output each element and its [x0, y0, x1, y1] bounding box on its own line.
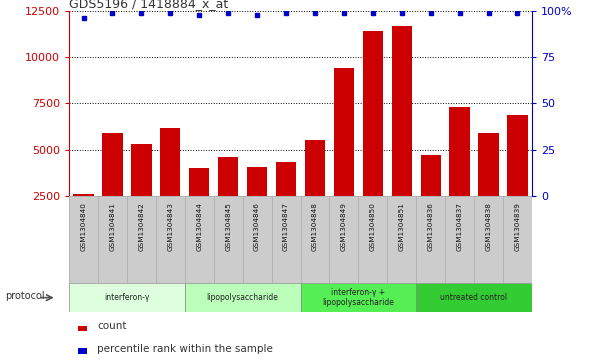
Bar [362, 31, 383, 242]
Text: GSM1304841: GSM1304841 [109, 202, 115, 251]
Text: percentile rank within the sample: percentile rank within the sample [97, 344, 273, 354]
Bar [450, 107, 470, 242]
Text: GSM1304849: GSM1304849 [341, 202, 347, 251]
Bar [189, 168, 209, 242]
Bar [102, 133, 123, 242]
Bar [160, 127, 180, 242]
Text: GSM1304838: GSM1304838 [486, 202, 492, 251]
Bar [334, 68, 354, 242]
Bar [276, 162, 296, 242]
Text: untreated control: untreated control [441, 293, 508, 302]
Bar [78, 326, 88, 331]
Text: count: count [97, 321, 126, 331]
Bar [300, 283, 416, 312]
Text: lipopolysaccharide: lipopolysaccharide [207, 293, 279, 302]
Text: GSM1304850: GSM1304850 [370, 202, 376, 251]
Bar [478, 133, 499, 242]
Text: interferon-γ +
lipopolysaccharide: interferon-γ + lipopolysaccharide [322, 288, 394, 307]
Text: GSM1304842: GSM1304842 [138, 202, 144, 251]
Bar [421, 155, 441, 242]
Bar [78, 348, 88, 354]
Text: GDS5196 / 1418884_x_at: GDS5196 / 1418884_x_at [69, 0, 228, 10]
Bar [247, 167, 267, 242]
Text: GSM1304846: GSM1304846 [254, 202, 260, 251]
Text: GSM1304845: GSM1304845 [225, 202, 231, 251]
Bar [416, 283, 532, 312]
Text: protocol: protocol [5, 291, 45, 301]
Bar [507, 115, 528, 242]
Text: GSM1304837: GSM1304837 [457, 202, 463, 251]
Bar [131, 144, 151, 242]
Text: interferon-γ: interferon-γ [105, 293, 150, 302]
Bar [305, 139, 325, 242]
Text: GSM1304836: GSM1304836 [428, 202, 434, 251]
Text: GSM1304840: GSM1304840 [81, 202, 87, 251]
Text: GSM1304844: GSM1304844 [197, 202, 203, 251]
Bar [185, 283, 300, 312]
Text: GSM1304851: GSM1304851 [398, 202, 404, 251]
Bar [69, 283, 185, 312]
Text: GSM1304839: GSM1304839 [514, 202, 520, 251]
Text: GSM1304843: GSM1304843 [167, 202, 173, 251]
Bar [218, 157, 239, 242]
Text: GSM1304847: GSM1304847 [283, 202, 289, 251]
Bar [392, 26, 412, 242]
Bar [73, 194, 94, 242]
Text: GSM1304848: GSM1304848 [312, 202, 318, 251]
